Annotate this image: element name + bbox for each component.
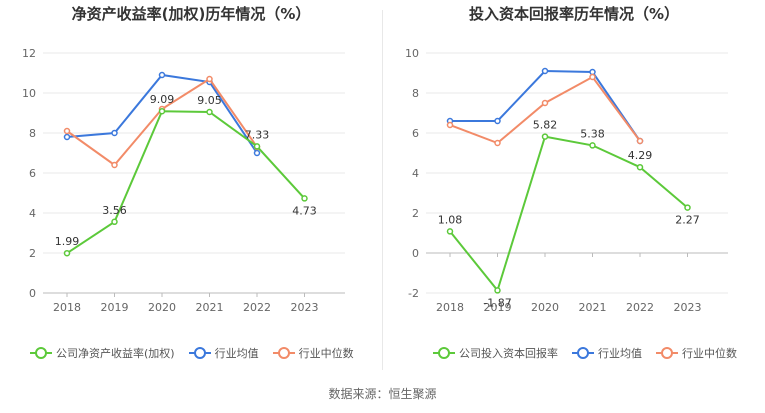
legend-label: 行业均值 [214, 347, 259, 360]
legend-label: 公司净资产收益率(加权) [56, 347, 175, 360]
roic-legend-company[interactable]: 公司投入资本回报率 [433, 345, 558, 361]
roic-series-industry-median [446, 73, 644, 147]
x-tick-label: 2019 [101, 301, 129, 314]
x-tick-label: 2018 [53, 301, 81, 314]
legend-label: 行业中位数 [298, 347, 354, 360]
roe-company-point [63, 249, 71, 257]
x-tick-label: 2021 [196, 301, 224, 314]
roe-company-point [206, 108, 213, 116]
roe-industry-mean-point [63, 133, 71, 141]
x-tick-label: 2018 [436, 301, 464, 314]
roe-data-label: 4.73 [292, 204, 317, 217]
roic-data-label: 1.08 [438, 213, 463, 226]
roe-data-label: 7.33 [245, 128, 270, 141]
x-tick-label: 2021 [579, 301, 607, 314]
x-tick-label: 2020 [531, 301, 559, 314]
y-tick-label: 10 [22, 87, 36, 100]
x-tick-label: 2023 [674, 301, 702, 314]
legend-marker-icon [272, 347, 295, 359]
roic-data-label: 5.38 [580, 127, 605, 140]
y-tick-label: 0 [29, 287, 36, 300]
roic-company-point [541, 133, 549, 140]
y-tick-label: 0 [412, 247, 419, 260]
roe-company-point [301, 195, 308, 202]
y-tick-label: 2 [412, 207, 419, 220]
roe-company-point [253, 143, 261, 150]
legend-label: 行业中位数 [682, 347, 737, 360]
y-tick-label: 4 [29, 207, 36, 220]
roe-industry-mean-point [158, 71, 166, 79]
y-tick-label: 8 [412, 87, 419, 100]
legend-marker-icon [188, 347, 211, 359]
roe-series-company: 1.99 3.56 9.09 9.05 7.33 4.73 [55, 93, 317, 257]
roic-company-point [636, 163, 644, 171]
roe-legend: 公司净资产收益率(加权) 行业均值 行业中位数 [30, 345, 368, 361]
roe-data-label: 3.56 [102, 204, 127, 217]
legend-label: 公司投入资本回报率 [459, 347, 558, 360]
legend-marker-icon [656, 347, 678, 359]
roic-line-chart: -2 0 2 4 6 8 10 2018 2019 2020 2021 2022 2023 1.08 -1.… [405, 47, 728, 314]
roic-industry-median-point [541, 99, 549, 107]
roic-data-label: -1.87 [483, 296, 511, 309]
y-tick-label: 2 [29, 247, 36, 260]
roic-legend: 公司投入资本回报率 行业均值 行业中位数 [433, 345, 751, 361]
y-tick-label: 8 [29, 127, 36, 140]
roic-industry-mean-point [541, 67, 549, 75]
roic-industry-median-point [589, 73, 596, 81]
legend-marker-icon [433, 347, 455, 359]
roic-data-label: 4.29 [628, 149, 653, 162]
roic-industry-median-point [636, 137, 644, 145]
roic-legend-industry-median[interactable]: 行业中位数 [656, 345, 737, 361]
x-tick-label: 2019 [484, 301, 512, 314]
roe-industry-median-line [66, 77, 258, 167]
roe-industry-median-point [206, 75, 213, 83]
roe-line-chart: 0 2 4 6 8 10 12 2018 2019 2020 2021 2022 2023 1.99 3.5… [22, 47, 345, 314]
roe-legend-industry-mean[interactable]: 行业均值 [188, 345, 259, 361]
roic-company-point [494, 287, 501, 294]
x-tick-label: 2020 [148, 301, 176, 314]
roic-series-company: 1.08 -1.87 5.82 5.38 4.29 2.27 [438, 119, 700, 310]
roe-series-industry-median [63, 75, 261, 169]
chart-title-roe: 净资产收益率(加权)历年情况（%） [71, 5, 311, 23]
chart-title-roic: 投入资本回报率历年情况（%） [468, 5, 680, 23]
roe-data-label: 9.09 [150, 93, 175, 106]
roic-company-point [684, 204, 691, 211]
chart-divider [382, 10, 383, 370]
roe-company-line [66, 110, 306, 255]
y-tick-label: 6 [412, 127, 419, 140]
y-tick-label: -2 [408, 287, 419, 300]
y-tick-label: 6 [29, 167, 36, 180]
legend-marker-icon [572, 347, 594, 359]
roe-industry-median-point [111, 161, 118, 169]
roe-industry-mean-point [253, 149, 261, 157]
roe-data-label: 9.05 [197, 94, 222, 107]
x-tick-label: 2022 [243, 301, 271, 314]
y-tick-label: 10 [405, 47, 419, 60]
roe-industry-median-point [63, 127, 71, 135]
roic-data-label: 5.82 [533, 119, 558, 132]
roic-industry-median-point [446, 121, 454, 129]
roe-company-point [158, 107, 166, 115]
roe-data-label: 1.99 [55, 235, 80, 248]
y-tick-label: 4 [412, 167, 419, 180]
roic-industry-mean-point [494, 117, 501, 125]
roe-industry-mean-point [111, 129, 118, 137]
roic-company-point [589, 142, 596, 149]
legend-marker-icon [30, 347, 52, 359]
roic-company-point [446, 228, 454, 235]
roe-legend-company[interactable]: 公司净资产收益率(加权) [30, 345, 175, 361]
x-tick-label: 2023 [291, 301, 319, 314]
roic-legend-industry-mean[interactable]: 行业均值 [572, 345, 642, 361]
x-tick-label: 2022 [626, 301, 654, 314]
roic-industry-median-point [494, 139, 501, 147]
legend-label: 行业均值 [598, 347, 642, 360]
roe-legend-industry-median[interactable]: 行业中位数 [272, 345, 354, 361]
data-source: 数据来源：恒生聚源 [328, 387, 437, 401]
y-tick-label: 12 [22, 47, 36, 60]
roic-company-line [449, 135, 689, 293]
roic-data-label: 2.27 [675, 214, 700, 227]
roe-company-point [111, 218, 118, 226]
